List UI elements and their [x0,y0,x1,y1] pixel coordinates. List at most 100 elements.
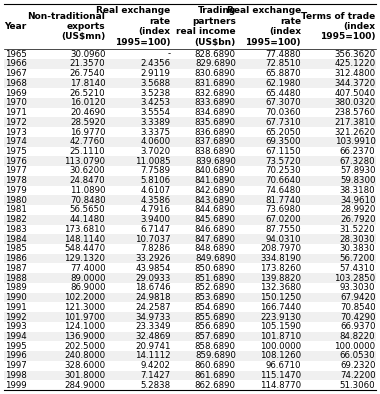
Text: 57.8930: 57.8930 [340,167,375,175]
Text: 840.6890: 840.6890 [195,167,236,175]
Text: 843.6890: 843.6890 [195,196,236,204]
Text: 380.0320: 380.0320 [334,98,375,107]
Text: 62.1980: 62.1980 [266,79,301,88]
Text: 1976: 1976 [5,157,27,166]
Text: 407.5040: 407.5040 [334,89,375,98]
Text: 2.4356: 2.4356 [141,59,171,68]
Text: 148.1140: 148.1140 [64,235,105,243]
Text: 1980: 1980 [5,196,27,204]
Text: 32.4869: 32.4869 [135,332,171,341]
Text: 42.7760: 42.7760 [70,137,105,146]
Text: 100.0000: 100.0000 [334,342,375,351]
Text: 842.6890: 842.6890 [195,186,236,195]
Text: 28.5920: 28.5920 [70,118,105,127]
Bar [4,380,376,390]
Bar [4,49,376,59]
Text: 837.6890: 837.6890 [195,137,236,146]
Text: 34.9733: 34.9733 [135,312,171,322]
Bar [4,371,376,380]
Text: 43.9854: 43.9854 [135,264,171,273]
Text: 24.8470: 24.8470 [70,176,105,185]
Text: 65.4480: 65.4480 [265,89,301,98]
Bar [4,78,376,88]
Text: 835.6890: 835.6890 [195,118,236,127]
Text: 108.1260: 108.1260 [260,351,301,361]
Text: 74.6480: 74.6480 [265,186,301,195]
Text: 321.2620: 321.2620 [334,128,375,136]
Text: 1984: 1984 [5,235,27,243]
Text: Real exchange
rate
(index
1995=100): Real exchange rate (index 1995=100) [97,6,171,47]
Bar [4,186,376,195]
Text: 1967: 1967 [5,69,27,78]
Text: 858.6890: 858.6890 [195,342,236,351]
Text: 23.3349: 23.3349 [135,322,171,331]
Text: 548.4470: 548.4470 [64,244,105,253]
Text: 70.4290: 70.4290 [340,312,375,322]
Text: 66.2370: 66.2370 [340,147,375,156]
Bar [4,98,376,108]
Text: 67.3280: 67.3280 [340,157,375,166]
Text: 3.3375: 3.3375 [141,128,171,136]
Text: 65.8870: 65.8870 [265,69,301,78]
Bar [4,234,376,244]
Text: 77.4000: 77.4000 [70,264,105,273]
Text: 1990: 1990 [5,293,26,302]
Text: 70.8540: 70.8540 [340,303,375,312]
Text: 96.6710: 96.6710 [266,361,301,370]
Text: 1979: 1979 [5,186,26,195]
Text: 73.6980: 73.6980 [266,205,301,214]
Text: 5.2838: 5.2838 [141,381,171,390]
Text: 150.1250: 150.1250 [260,293,301,302]
Text: 124.1000: 124.1000 [64,322,105,331]
Bar [4,195,376,205]
Text: 344.3720: 344.3720 [334,79,375,88]
Text: 860.6890: 860.6890 [195,361,236,370]
Text: 7.1427: 7.1427 [141,371,171,380]
Text: 1996: 1996 [5,351,26,361]
Bar [4,254,376,264]
Text: 100.0000: 100.0000 [260,342,301,351]
Text: 44.1480: 44.1480 [70,215,105,224]
Text: Real exchange
rate
(index
1995=100): Real exchange rate (index 1995=100) [227,6,301,47]
Text: 51.3060: 51.3060 [340,381,375,390]
Bar [4,264,376,273]
Text: 59.8300: 59.8300 [340,176,375,185]
Text: 67.3070: 67.3070 [265,98,301,107]
Text: 829.6890: 829.6890 [195,59,236,68]
Text: 29.0933: 29.0933 [135,273,171,282]
Text: 103.9910: 103.9910 [334,137,375,146]
Text: 833.6890: 833.6890 [195,98,236,107]
Text: 93.3030: 93.3030 [340,283,375,292]
Text: 69.3500: 69.3500 [266,137,301,146]
Text: 67.1150: 67.1150 [265,147,301,156]
Bar [4,361,376,371]
Text: 65.2050: 65.2050 [265,128,301,136]
Text: 1994: 1994 [5,332,26,341]
Bar [4,117,376,127]
Text: 1999: 1999 [5,381,26,390]
Text: 1973: 1973 [5,128,27,136]
Text: 848.6890: 848.6890 [195,244,236,253]
Text: 846.6890: 846.6890 [195,225,236,234]
Bar [4,176,376,186]
Text: 10.7037: 10.7037 [135,235,171,243]
Text: 855.6890: 855.6890 [195,312,236,322]
Text: 67.9420: 67.9420 [340,293,375,302]
Text: -: - [168,50,171,59]
Text: 1971: 1971 [5,108,27,117]
Text: 56.7200: 56.7200 [340,254,375,263]
Text: 1970: 1970 [5,98,27,107]
Text: 72.8510: 72.8510 [265,59,301,68]
Text: 217.3810: 217.3810 [334,118,375,127]
Text: 1992: 1992 [5,312,26,322]
Text: 102.2000: 102.2000 [64,293,105,302]
Text: 3.5688: 3.5688 [141,79,171,88]
Bar [4,273,376,283]
Text: 33.2926: 33.2926 [135,254,171,263]
Text: 4.3586: 4.3586 [141,196,171,204]
Text: 34.9610: 34.9610 [340,196,375,204]
Bar [4,303,376,312]
Text: 20.4690: 20.4690 [70,108,105,117]
Text: 4.7916: 4.7916 [141,205,171,214]
Text: 356.3620: 356.3620 [334,50,375,59]
